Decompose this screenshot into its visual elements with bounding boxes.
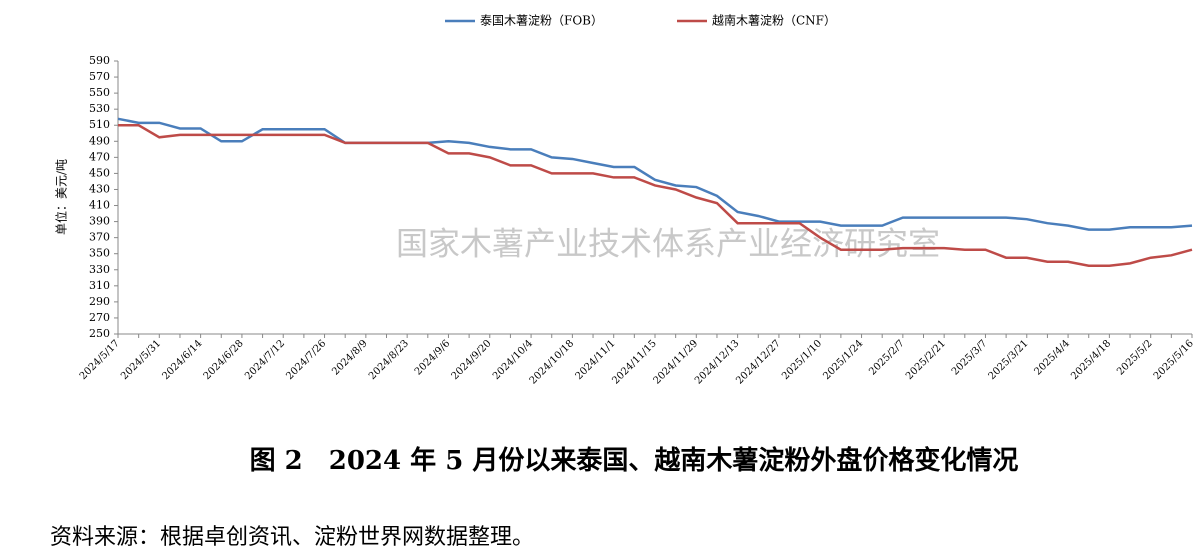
x-tick-label: 2024/6/28 — [202, 338, 246, 382]
x-tick-label: 2025/5/2 — [1115, 338, 1155, 378]
x-tick-label: 2025/2/7 — [867, 338, 907, 378]
x-tick-label: 2024/10/18 — [528, 338, 577, 387]
x-tick-label: 2024/8/23 — [367, 338, 411, 382]
watermark: 国家木薯产业技术体系产业经济研究室 — [396, 225, 940, 263]
x-tick-label: 2024/7/12 — [243, 338, 287, 382]
x-tick-label: 2025/4/18 — [1069, 338, 1113, 382]
x-tick-label: 2024/10/4 — [491, 338, 535, 382]
series-line — [118, 123, 1193, 267]
x-tick-label: 2025/1/24 — [821, 338, 865, 382]
x-tick-label: 2025/5/16 — [1152, 338, 1196, 382]
x-tick-label: 2024/5/17 — [78, 338, 122, 382]
legend-label: 泰国木薯淀粉（FOB） — [480, 14, 603, 28]
x-tick-label: 2025/3/21 — [987, 338, 1031, 382]
x-tick-label: 2025/4/4 — [1032, 338, 1072, 378]
x-tick-label: 2024/5/31 — [119, 338, 163, 382]
x-tick-label: 2025/1/10 — [780, 338, 824, 382]
y-tick-label: 490 — [89, 134, 110, 147]
caption: 图 2 2024 年 5 月份以来泰国、越南木薯淀粉外盘价格变化情况 — [250, 445, 1019, 476]
x-tick-label: 2024/6/14 — [160, 338, 204, 382]
y-tick-label: 390 — [89, 215, 110, 228]
y-tick-label: 410 — [89, 199, 110, 212]
x-tick-label: 2025/3/7 — [950, 338, 990, 378]
x-tick-label: 2024/11/1 — [574, 338, 618, 382]
y-tick-label: 470 — [89, 150, 110, 163]
y-tick-label: 570 — [89, 70, 110, 83]
source: 资料来源：根据卓创资讯、淀粉世界网数据整理。 — [50, 525, 534, 550]
y-tick-label: 330 — [89, 263, 110, 276]
y-tick-label: 350 — [89, 247, 110, 260]
y-tick-label: 270 — [89, 311, 110, 324]
x-tick-label: 2024/7/26 — [284, 338, 328, 382]
y-tick-label: 290 — [89, 295, 110, 308]
legend-label: 越南木薯淀粉（CNF） — [712, 13, 836, 28]
y-tick-label: 530 — [89, 102, 110, 115]
y-tick-label: 550 — [89, 86, 110, 99]
y-tick-label: 310 — [89, 279, 110, 292]
x-tick-label: 2024/9/6 — [413, 338, 453, 378]
x-tick-label: 2025/2/21 — [904, 338, 948, 382]
y-tick-label: 370 — [89, 231, 110, 244]
y-axis-label: 单位：美元/吨 — [54, 159, 69, 235]
x-tick-label: 2024/9/20 — [450, 338, 494, 382]
y-tick-label: 430 — [89, 182, 110, 195]
y-tick-label: 450 — [89, 166, 110, 179]
x-tick-label: 2024/12/27 — [734, 338, 783, 387]
y-tick-label: 250 — [89, 327, 110, 340]
y-tick-label: 590 — [89, 54, 110, 67]
x-tick-label: 2024/8/9 — [330, 338, 370, 378]
y-tick-label: 510 — [89, 118, 110, 131]
series-line — [117, 117, 1193, 231]
